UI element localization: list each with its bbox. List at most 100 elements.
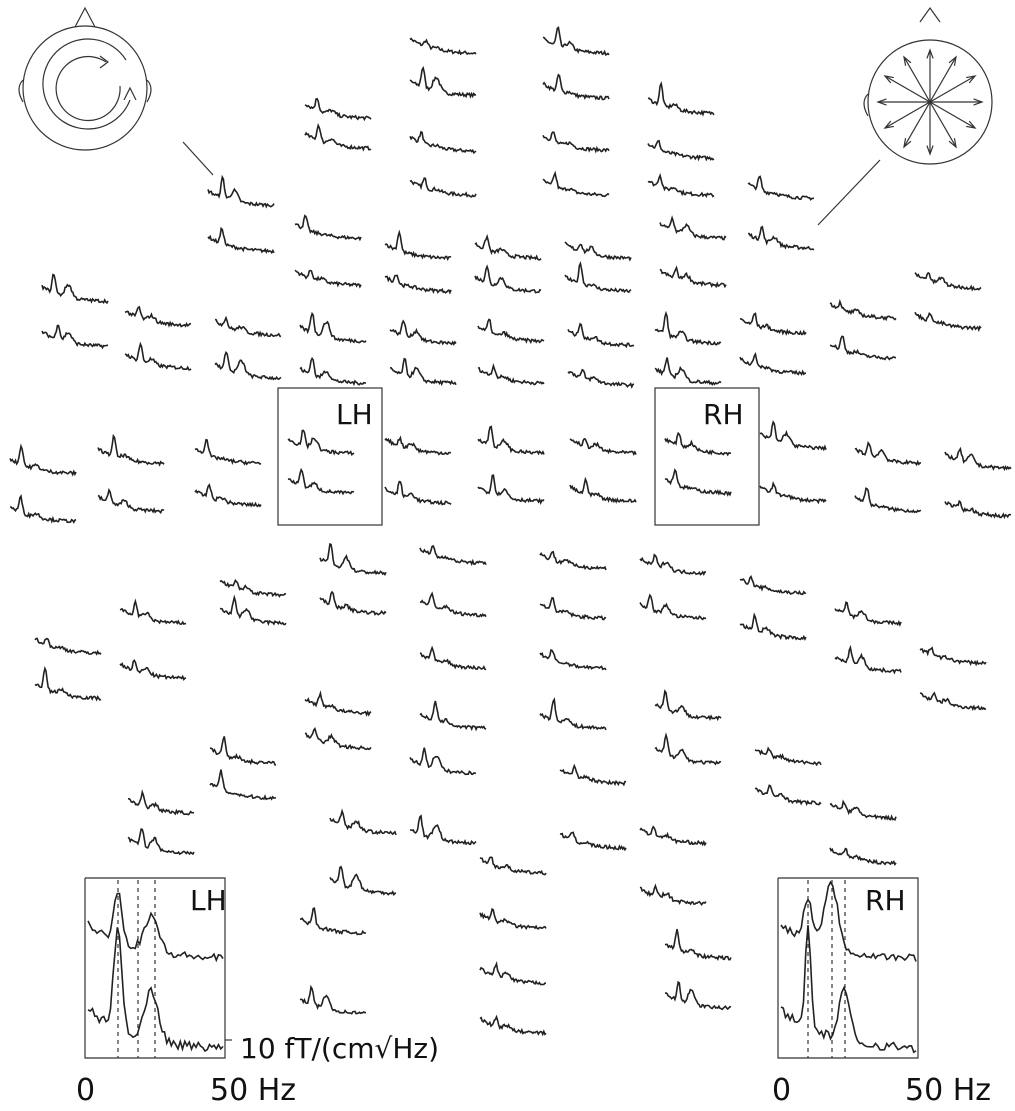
spectrum-trace <box>655 735 721 764</box>
spectrum-trace <box>390 359 456 385</box>
spectrum-trace <box>475 267 541 293</box>
spectrum-trace <box>760 422 826 450</box>
spectrum-trace <box>98 436 164 465</box>
spectrum-trace <box>35 669 101 700</box>
head-rotation-icon <box>19 8 213 175</box>
spectrum-trace <box>920 648 986 665</box>
spectrum-trace <box>195 485 261 506</box>
spectrum-trace <box>208 177 274 207</box>
spectrum-trace <box>42 275 108 303</box>
spectrum-trace <box>755 785 821 804</box>
spectrum-trace <box>420 546 486 565</box>
arrow-head <box>949 57 956 66</box>
arrow-head <box>885 121 894 128</box>
spectrum-trace <box>740 314 806 335</box>
spectrum-trace <box>540 598 606 620</box>
spectrum-trace <box>655 691 721 719</box>
spectrum-trace <box>640 886 706 905</box>
spectrum-trace <box>855 443 921 465</box>
spectrum-trace <box>640 827 706 845</box>
spectrum-trace <box>835 602 901 625</box>
spectrum-trace <box>540 552 606 570</box>
spectrum-trace <box>215 318 281 337</box>
arrow <box>930 102 956 147</box>
spectrum-trace <box>210 770 276 800</box>
spectrum-trace <box>648 141 714 160</box>
spectrum-trace <box>655 358 721 385</box>
spectrum-trace <box>300 987 366 1014</box>
spectrum-trace <box>125 344 191 370</box>
arrow-head <box>885 76 894 83</box>
spectrum-trace <box>915 273 981 290</box>
arrow <box>930 76 975 102</box>
x-start: 0 <box>76 1073 95 1108</box>
spectrum-trace <box>210 736 276 765</box>
spectrum-trace <box>568 370 634 387</box>
spectrum-trace <box>480 1017 546 1034</box>
spectrum-trace <box>420 648 486 670</box>
spectrum-trace <box>300 314 366 343</box>
figure: LH RH LH 10 fT/(cm√Hz) 0 50 Hz RH 0 50 H… <box>0 0 1015 1111</box>
spectrum-trace <box>385 482 451 505</box>
spectrum-trace <box>945 501 1011 517</box>
spectrum-trace <box>220 598 286 625</box>
box-label: LH <box>336 398 373 431</box>
spectrum-trace <box>208 228 274 252</box>
spectrum-trace <box>540 700 606 730</box>
x-start: 0 <box>772 1073 791 1108</box>
spectrum-trace <box>10 496 76 522</box>
spectrum-trace <box>760 483 826 502</box>
spectrum-trace <box>665 982 731 1009</box>
spectrum-trace <box>385 275 451 292</box>
spectrum-trace <box>740 615 806 640</box>
scale-label: 10 fT/(cm√Hz) <box>240 1032 439 1065</box>
spectrum-trace <box>665 470 731 495</box>
spectrum-trace <box>390 321 456 344</box>
spectrum-trace <box>648 176 714 197</box>
spectrum-trace <box>305 125 371 149</box>
arrow-head <box>904 138 911 147</box>
spectrum-trace <box>570 439 636 455</box>
spectrum-trace <box>480 857 546 874</box>
spectrum-trace <box>740 577 806 595</box>
spectrum-trace <box>288 431 354 455</box>
spectrum-trace <box>565 264 631 293</box>
spectrum-trace <box>475 237 541 260</box>
spectrum-trace <box>855 488 921 512</box>
spectrum-trace <box>478 366 544 385</box>
spectrum-trace <box>300 908 366 934</box>
spectrum-trace <box>288 470 354 494</box>
spectrum-trace <box>410 748 476 775</box>
spectrum-trace <box>330 867 396 895</box>
spectrum-trace <box>543 173 609 196</box>
spectrum-trace <box>42 326 108 348</box>
spectrum-trace <box>540 650 606 670</box>
arrow <box>885 102 930 128</box>
spectrum-trace <box>945 449 1011 469</box>
spectrum-trace <box>385 438 451 455</box>
spectrum-trace <box>410 68 476 97</box>
x-end: 50 Hz <box>905 1073 991 1108</box>
spectrum-trace <box>330 811 396 835</box>
spectrum-trace <box>830 848 896 865</box>
spectrum-trace <box>128 829 194 854</box>
spectrum-trace <box>195 440 261 464</box>
spectrum-trace <box>478 320 544 343</box>
inset-label: RH <box>865 884 906 917</box>
spectrum-trace <box>478 427 544 455</box>
spectrum-trace <box>660 218 726 240</box>
spectrum-trace <box>915 312 981 330</box>
spectrum-trace <box>640 595 706 619</box>
arrow-head <box>904 57 911 66</box>
spectrum-trace <box>480 909 546 929</box>
inset-label: LH <box>190 884 227 917</box>
spectrum-trace <box>568 324 634 347</box>
spectrum-trace <box>305 693 371 714</box>
x-end: 50 Hz <box>210 1073 296 1108</box>
spectrum-trace <box>740 354 806 374</box>
arrow <box>885 76 930 102</box>
spectrum-trace <box>478 475 544 503</box>
arrow-head <box>966 121 975 128</box>
spectrum-trace <box>320 544 386 574</box>
spectrum-trace <box>665 929 731 960</box>
